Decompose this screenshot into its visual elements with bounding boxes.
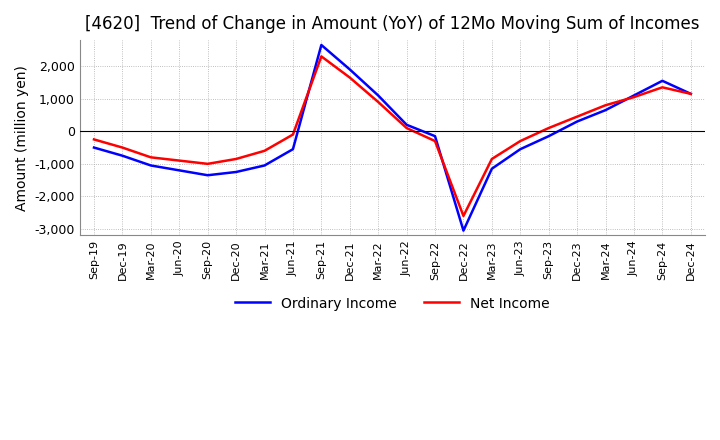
Ordinary Income	[431, 133, 439, 139]
Ordinary Income	[573, 119, 582, 124]
Line: Net Income: Net Income	[94, 56, 690, 216]
Net Income	[118, 145, 127, 150]
Ordinary Income	[686, 91, 695, 96]
Ordinary Income	[658, 78, 667, 84]
Net Income	[203, 161, 212, 166]
Legend: Ordinary Income, Net Income: Ordinary Income, Net Income	[230, 291, 555, 316]
Ordinary Income	[374, 93, 382, 98]
Net Income	[374, 99, 382, 105]
Ordinary Income	[516, 147, 525, 152]
Net Income	[686, 91, 695, 96]
Title: [4620]  Trend of Change in Amount (YoY) of 12Mo Moving Sum of Incomes: [4620] Trend of Change in Amount (YoY) o…	[85, 15, 700, 33]
Net Income	[573, 114, 582, 119]
Ordinary Income	[629, 93, 638, 98]
Net Income	[658, 84, 667, 90]
Ordinary Income	[402, 122, 411, 128]
Net Income	[459, 213, 468, 219]
Ordinary Income	[146, 163, 155, 168]
Net Income	[544, 125, 553, 131]
Ordinary Income	[487, 166, 496, 171]
Ordinary Income	[118, 153, 127, 158]
Net Income	[487, 156, 496, 161]
Net Income	[601, 103, 610, 108]
Net Income	[516, 139, 525, 144]
Ordinary Income	[232, 169, 240, 175]
Net Income	[175, 158, 184, 163]
Ordinary Income	[289, 147, 297, 152]
Ordinary Income	[260, 163, 269, 168]
Net Income	[317, 54, 325, 59]
Net Income	[146, 155, 155, 160]
Ordinary Income	[459, 228, 468, 233]
Net Income	[289, 132, 297, 137]
Ordinary Income	[90, 145, 99, 150]
Ordinary Income	[346, 67, 354, 72]
Ordinary Income	[544, 133, 553, 139]
Net Income	[346, 75, 354, 80]
Ordinary Income	[317, 42, 325, 48]
Ordinary Income	[601, 107, 610, 113]
Ordinary Income	[203, 172, 212, 178]
Net Income	[260, 148, 269, 154]
Net Income	[402, 125, 411, 131]
Net Income	[431, 139, 439, 144]
Ordinary Income	[175, 168, 184, 173]
Y-axis label: Amount (million yen): Amount (million yen)	[15, 65, 29, 211]
Line: Ordinary Income: Ordinary Income	[94, 45, 690, 231]
Net Income	[629, 95, 638, 100]
Net Income	[232, 156, 240, 161]
Net Income	[90, 137, 99, 142]
